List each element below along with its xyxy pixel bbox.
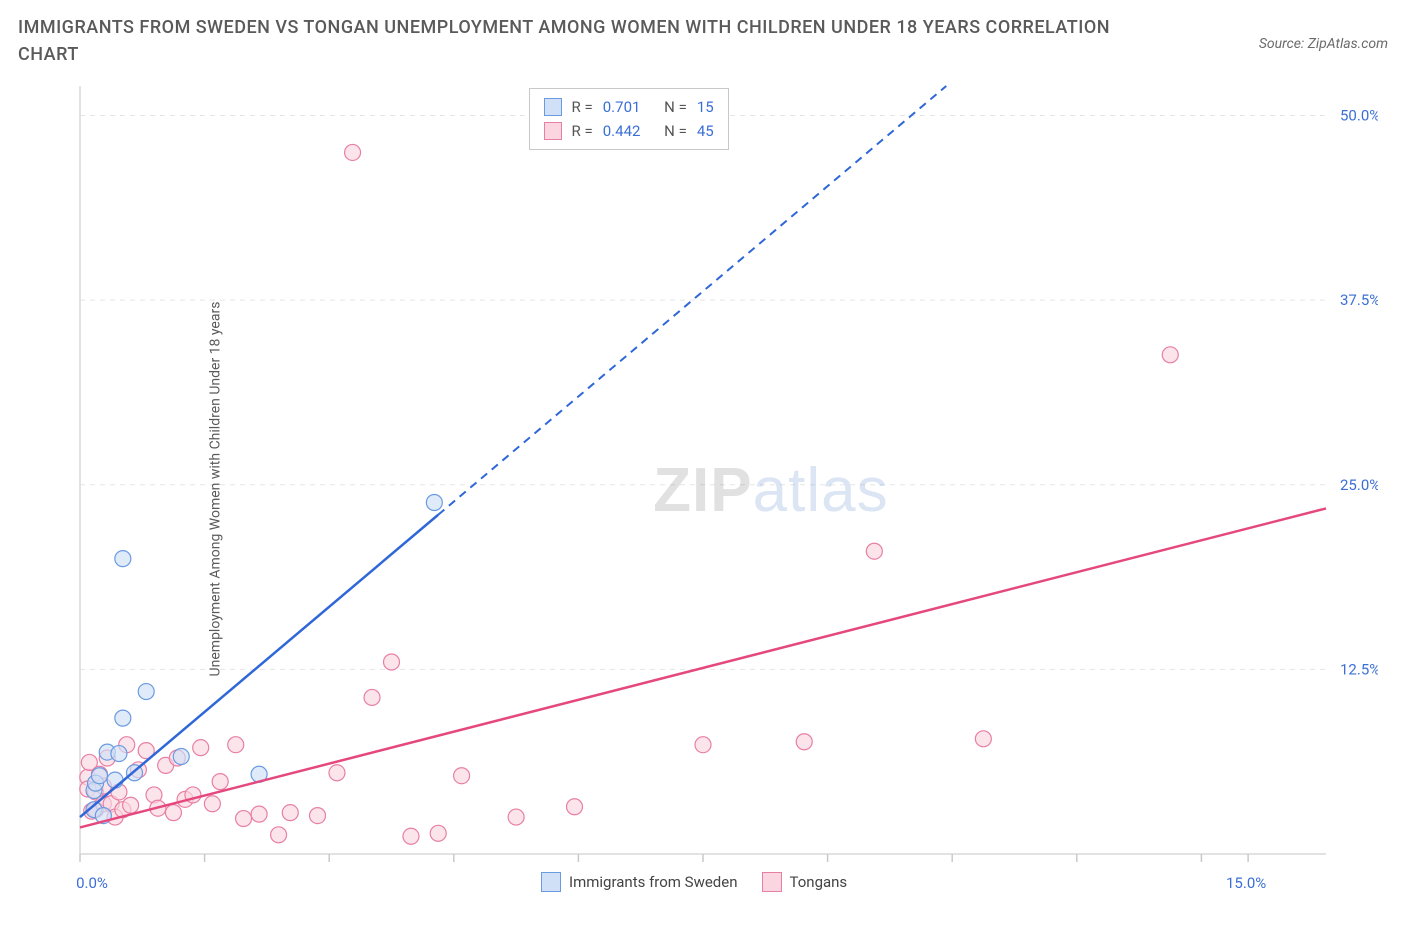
swatch-sweden — [544, 98, 562, 116]
svg-text:12.5%: 12.5% — [1340, 660, 1378, 678]
legend-item-sweden: Immigrants from Sweden — [541, 872, 737, 892]
svg-text:15.0%: 15.0% — [1226, 874, 1266, 892]
svg-text:50.0%: 50.0% — [1340, 107, 1378, 125]
svg-text:25.0%: 25.0% — [1340, 476, 1378, 494]
swatch-tongan — [544, 122, 562, 140]
stats-row-sweden: R = 0.701 N = 15 — [544, 95, 714, 119]
watermark: ZIPatlas — [653, 455, 888, 526]
bottom-legend: Immigrants from Sweden Tongans — [541, 872, 847, 892]
swatch-sweden — [541, 872, 561, 892]
svg-text:0.0%: 0.0% — [76, 874, 108, 892]
legend-item-tongan: Tongans — [762, 872, 848, 892]
plot-area: Unemployment Among Women with Children U… — [18, 74, 1388, 904]
stats-row-tongan: R = 0.442 N = 45 — [544, 119, 714, 143]
swatch-tongan — [762, 872, 782, 892]
svg-text:37.5%: 37.5% — [1340, 291, 1378, 309]
y-axis-label: Unemployment Among Women with Children U… — [207, 302, 223, 677]
source-label: Source: ZipAtlas.com — [1259, 36, 1388, 52]
correlation-stats-box: R = 0.701 N = 15 R = 0.442 N = 45 — [529, 88, 729, 150]
chart-title: IMMIGRANTS FROM SWEDEN VS TONGAN UNEMPLO… — [18, 14, 1118, 68]
